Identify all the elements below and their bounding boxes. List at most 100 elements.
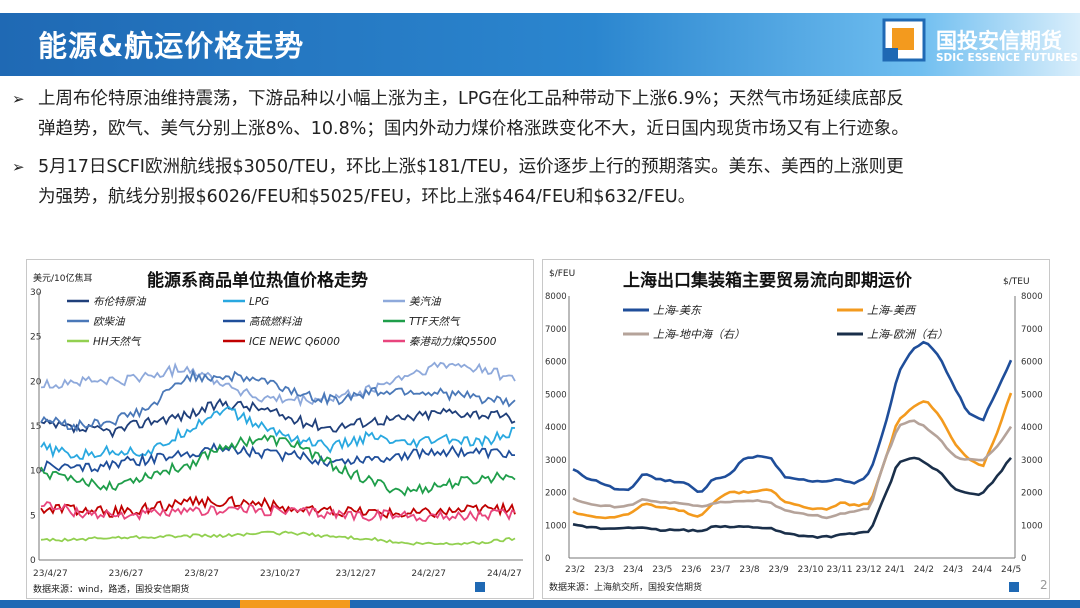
bottom-bar xyxy=(0,600,1080,608)
energy-chart-panel: 美元/10亿焦耳 能源系商品单位热值价格走势 0 5 10 15 20 25 30 23/4/27… xyxy=(26,259,534,599)
source-note: 数据来源：上海航交所，国投安信期货 xyxy=(549,581,702,593)
x-tick-label: 23/11 xyxy=(827,565,853,575)
legend-bg xyxy=(65,315,195,327)
y-tick-right-label: 8000 xyxy=(1021,292,1043,302)
x-tick-label: 23/3 xyxy=(594,565,614,575)
bullet-energy: ➢ 上周布伦特原油维持震荡，下游品种以小幅上涨为主，LPG在化工品种带动下上涨6… xyxy=(12,84,1072,144)
y-tick-left-label: 7000 xyxy=(545,325,567,335)
y-tick-label: 5 xyxy=(30,511,36,521)
x-tick-label: 24/3 xyxy=(943,565,963,575)
x-tick-label: 23/6 xyxy=(681,565,701,575)
freight-rate-chart: $/FEU $/TEU 上海出口集装箱主要贸易流向即期运价 0 1000 2000 3000… xyxy=(545,269,1043,593)
brand-name-cn: 国投安信期货 xyxy=(936,29,1062,53)
bullet-line: 弹趋势，欧气、美气分别上涨8%、10.8%；国内外动力煤价格涨跌变化不大，近日国… xyxy=(38,119,909,139)
footer-logo-icon xyxy=(475,582,485,592)
y-tick-left-label: 8000 xyxy=(545,292,567,302)
series-line-1 xyxy=(572,392,1013,520)
page-title: 能源&航运价格走势 xyxy=(38,29,305,63)
y-tick-left-label: 6000 xyxy=(545,358,567,368)
x-tick-label: 23/4 xyxy=(623,565,643,575)
bullet-arrow-icon: ➢ xyxy=(12,90,25,108)
x-tick-label: 23/10 xyxy=(798,565,824,575)
legend-bg xyxy=(65,335,195,347)
x-tick-label: 23/2 xyxy=(565,565,585,575)
x-tick-label: 24/4 xyxy=(972,565,992,575)
legend-bg xyxy=(381,295,511,307)
legend-label-0: 布伦特原油 xyxy=(93,296,147,308)
y-tick-right-label: 5000 xyxy=(1021,390,1043,400)
series-line-7 xyxy=(40,495,516,519)
series-line-6 xyxy=(40,530,516,546)
bullet-arrow-icon: ➢ xyxy=(12,158,25,176)
bullet-line: 5月17日SCFI欧洲航线报$3050/TEU，环比上涨$181/TEU，运价逐… xyxy=(38,157,904,177)
x-tick-label: 23/12 xyxy=(856,565,882,575)
x-tick-label: 24/4/27 xyxy=(487,569,522,579)
legend-label-1: LPG xyxy=(249,296,269,308)
series-line-1 xyxy=(40,405,516,460)
x-tick-label: 23/8 xyxy=(739,565,759,575)
y-tick-label: 30 xyxy=(30,288,42,298)
brand-logo-icon xyxy=(882,18,926,62)
x-tick-label: 23/10/27 xyxy=(260,569,300,579)
bullet-shipping: ➢ 5月17日SCFI欧洲航线报$3050/TEU，环比上涨$181/TEU，运… xyxy=(12,152,1072,212)
legend-label-3: 上海-欧洲（右） xyxy=(867,328,948,341)
legend-label-1: 上海-美西 xyxy=(867,304,917,317)
legend-bg xyxy=(381,335,511,347)
x-tick-label: 24/1 xyxy=(885,565,905,575)
chart-title: 上海出口集装箱主要贸易流向即期运价 xyxy=(623,270,913,291)
legend-label-6: HH天然气 xyxy=(93,336,142,348)
energy-price-chart: 美元/10亿焦耳 能源系商品单位热值价格走势 0 5 10 15 20 25 30 23/4/27… xyxy=(30,270,523,595)
y-tick-right-label: 0 xyxy=(1021,554,1026,564)
brand-name-en: SDIC ESSENCE FUTURES xyxy=(936,52,1079,64)
freight-chart-panel: $/FEU $/TEU 上海出口集装箱主要贸易流向即期运价 0 1000 2000 3000… xyxy=(542,259,1050,599)
y-tick-left-label: 0 xyxy=(545,554,550,564)
y-tick-right-label: 3000 xyxy=(1021,456,1043,466)
series-line-4 xyxy=(41,442,515,473)
x-tick-label: 23/5 xyxy=(652,565,672,575)
legend-bg xyxy=(221,295,351,307)
series-line-2 xyxy=(572,419,1013,520)
y-tick-left-label: 5000 xyxy=(545,390,567,400)
series-line-0 xyxy=(572,340,1013,494)
x-tick-label: 24/5 xyxy=(1001,565,1021,575)
legend-bg xyxy=(221,335,351,347)
x-tick-label: 23/9 xyxy=(768,565,788,575)
x-tick-label: 24/2 xyxy=(914,565,934,575)
bottom-bar-accent xyxy=(240,600,350,608)
y-tick-right-label: 7000 xyxy=(1021,325,1043,335)
y-tick-left-label: 4000 xyxy=(545,423,567,433)
y-tick-right-label: 2000 xyxy=(1021,489,1043,499)
y-axis-unit-label: 美元/10亿焦耳 xyxy=(33,272,93,284)
legend-bg xyxy=(381,315,511,327)
series-line-2 xyxy=(40,361,516,408)
x-tick-label: 24/2/27 xyxy=(411,569,446,579)
y-tick-label: 10 xyxy=(30,467,42,477)
legend-label-5: TTF天然气 xyxy=(409,316,461,328)
page-number: 2 xyxy=(1040,578,1048,592)
y-axis-right-unit: $/TEU xyxy=(1003,277,1030,287)
x-tick-label: 23/8/27 xyxy=(184,569,219,579)
title-bar: 能源&航运价格走势 国投安信期货 SDIC ESSENCE FUTURES xyxy=(0,0,1080,81)
series-line-3 xyxy=(572,456,1012,539)
series-line-0 xyxy=(40,397,516,439)
footer-logo-icon xyxy=(1009,582,1019,592)
legend-label-2: 上海-地中海（右） xyxy=(653,328,745,341)
y-tick-left-label: 3000 xyxy=(545,456,567,466)
series-line-5 xyxy=(40,433,516,497)
y-axis-left-unit: $/FEU xyxy=(549,269,575,279)
legend-label-2: 美汽油 xyxy=(409,296,442,308)
y-tick-right-label: 1000 xyxy=(1021,521,1043,531)
bullet-list: ➢ 上周布伦特原油维持震荡，下游品种以小幅上涨为主，LPG在化工品种带动下上涨6… xyxy=(12,84,1072,220)
source-note: 数据来源：wind，路透，国投安信期货 xyxy=(33,583,189,595)
y-tick-label: 25 xyxy=(30,333,41,343)
y-tick-label: 20 xyxy=(30,377,42,387)
legend-bg xyxy=(221,315,351,327)
x-tick-label: 23/12/27 xyxy=(336,569,376,579)
x-tick-label: 23/4/27 xyxy=(33,569,68,579)
bullet-line: 为强势，航线分别报$6026/FEU和$5025/FEU，环比上涨$464/FE… xyxy=(38,187,696,207)
y-tick-left-label: 2000 xyxy=(545,489,567,499)
series-line-3 xyxy=(40,368,516,433)
y-tick-left-label: 1000 xyxy=(545,521,567,531)
bullet-line: 上周布伦特原油维持震荡，下游品种以小幅上涨为主，LPG在化工品种带动下上涨6.9… xyxy=(38,89,904,109)
legend-label-3: 欧柴油 xyxy=(93,316,126,328)
